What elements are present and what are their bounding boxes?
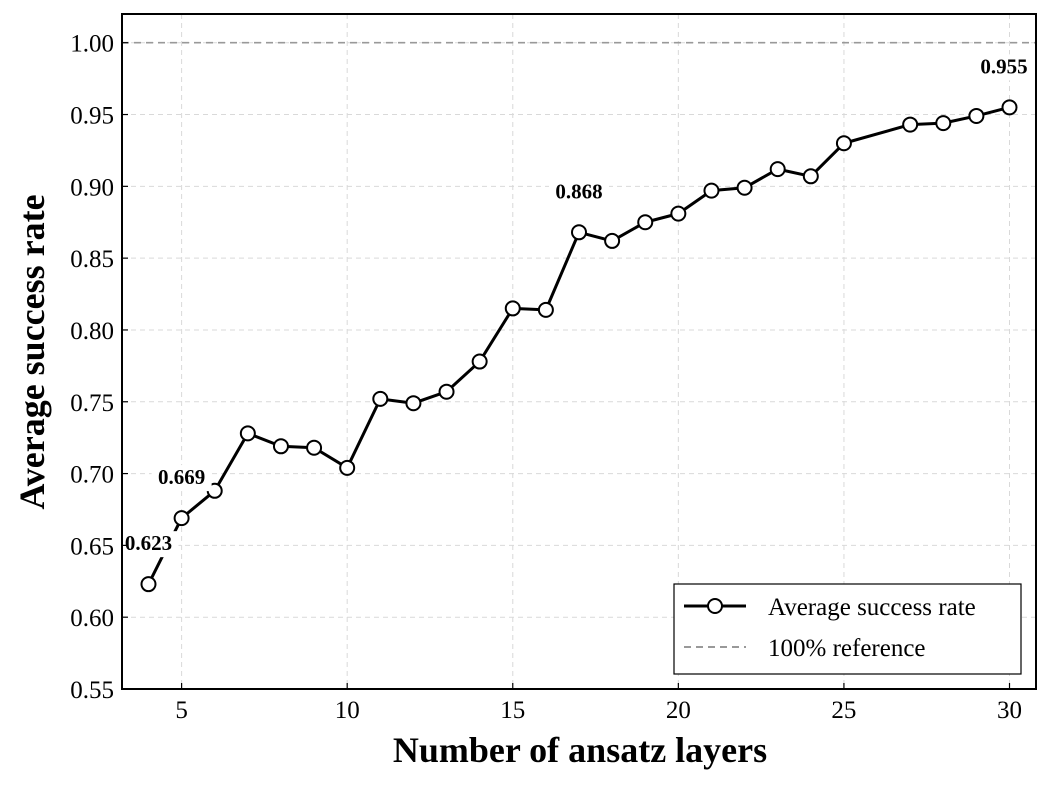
annotation-background <box>974 54 1034 81</box>
annotation-label: 0.669 <box>158 465 205 489</box>
y-tick-label: 0.55 <box>70 677 114 704</box>
data-point <box>736 179 753 196</box>
legend-box <box>673 583 1022 675</box>
data-point <box>173 510 190 527</box>
y-tick-label: 0.95 <box>70 103 114 130</box>
data-point <box>306 439 323 456</box>
data-point <box>471 353 488 370</box>
annotations-group: 0.623 0.669 0.868 0.955 <box>118 54 1034 558</box>
legend-label-reference: 100% reference <box>768 635 926 662</box>
y-tick-label: 0.65 <box>70 533 114 560</box>
data-point <box>504 300 521 317</box>
legend-label-success-rate: Average success rate <box>768 594 976 621</box>
data-point <box>968 107 985 124</box>
axes <box>121 13 1037 690</box>
data-point <box>935 115 952 132</box>
data-point <box>405 395 422 412</box>
x-tick-label: 10 <box>335 697 360 724</box>
data-point <box>1001 99 1018 116</box>
plot-frame <box>121 13 1037 690</box>
data-point <box>835 135 852 152</box>
data-point <box>339 459 356 476</box>
annotation-background <box>118 531 179 558</box>
data-point <box>703 182 720 199</box>
y-axis-title: Average success rate <box>12 194 52 509</box>
data-point <box>140 576 157 593</box>
data-point <box>637 214 654 231</box>
grid <box>122 14 1036 690</box>
legend-marker-sample <box>707 598 723 614</box>
data-point <box>902 116 919 133</box>
data-point <box>372 390 389 407</box>
annotation-background <box>151 465 212 492</box>
legend: Average success rate 100% reference <box>673 583 1022 675</box>
annotation-label: 0.955 <box>980 54 1027 78</box>
y-tick-label: 0.70 <box>70 462 114 489</box>
y-tick-label: 1.00 <box>70 31 114 58</box>
y-tick-label: 0.80 <box>70 318 114 345</box>
annotation-label: 0.623 <box>125 531 172 555</box>
data-point <box>769 161 786 178</box>
data-point <box>571 224 587 241</box>
x-tick-label: 5 <box>175 697 188 724</box>
y-tick-label: 0.75 <box>70 390 114 417</box>
y-tick-label: 0.85 <box>70 246 114 273</box>
data-point <box>537 301 554 318</box>
data-point <box>802 168 819 185</box>
x-axis-title: Number of ansatz layers <box>393 730 767 770</box>
tick-labels: 5 10 15 20 25 30 0.55 0.60 0.65 0.70 0.75 0.80 0.85 0… <box>70 31 1022 724</box>
x-tick-label: 25 <box>831 697 856 724</box>
x-tick-label: 30 <box>997 697 1022 724</box>
y-tick-label: 0.90 <box>70 174 114 201</box>
data-point <box>438 383 455 400</box>
x-tick-label: 15 <box>500 697 525 724</box>
data-point <box>670 205 687 222</box>
data-point <box>272 438 289 455</box>
annotation-label: 0.868 <box>555 179 602 203</box>
series-group <box>140 99 1018 593</box>
x-tick-label: 20 <box>666 697 691 724</box>
y-tick-label: 0.60 <box>70 605 114 632</box>
data-point <box>604 232 621 249</box>
data-point <box>239 425 256 442</box>
annotation-background <box>549 179 609 206</box>
